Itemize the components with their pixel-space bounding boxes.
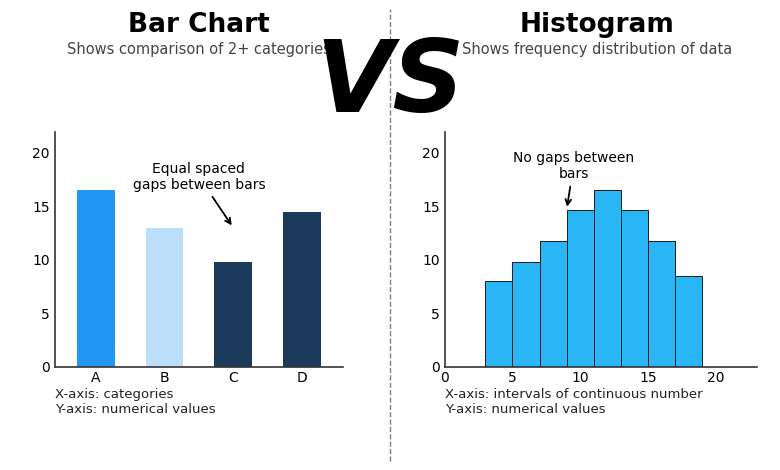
Text: VS: VS (315, 36, 465, 133)
Bar (540, 241, 567, 367)
Text: No gaps between
bars: No gaps between bars (513, 151, 634, 205)
Text: Equal spaced
gaps between bars: Equal spaced gaps between bars (133, 162, 265, 224)
Bar (621, 210, 648, 367)
Text: X-axis: intervals of continuous number
Y-axis: numerical values: X-axis: intervals of continuous number Y… (445, 388, 702, 416)
Text: Shows frequency distribution of data: Shows frequency distribution of data (462, 42, 732, 57)
Text: Bar Chart: Bar Chart (128, 12, 270, 38)
Bar (594, 190, 621, 367)
Text: Histogram: Histogram (519, 12, 674, 38)
Bar (675, 276, 702, 367)
Bar (146, 228, 183, 367)
Bar (648, 241, 675, 367)
Text: X-axis: categories
Y-axis: numerical values: X-axis: categories Y-axis: numerical val… (55, 388, 215, 416)
Bar (215, 262, 252, 367)
Bar (567, 210, 594, 367)
Text: Shows comparison of 2+ categories: Shows comparison of 2+ categories (67, 42, 331, 57)
Bar (77, 190, 115, 367)
Bar (485, 281, 512, 367)
Bar (283, 212, 321, 367)
Bar (512, 262, 540, 367)
